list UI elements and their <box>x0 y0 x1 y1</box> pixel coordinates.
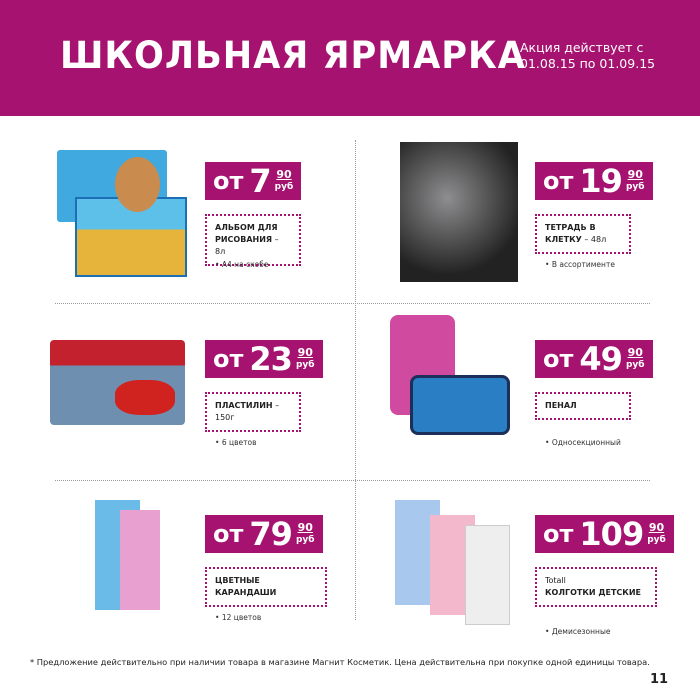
product-note-text: Односекционный <box>551 438 621 447</box>
price-prefix: от <box>213 167 244 195</box>
product-name: ЦВЕТНЫЕ КАРАНДАШИ <box>215 576 277 597</box>
product-name: ПЕНАЛ <box>545 401 577 410</box>
divider <box>355 140 356 620</box>
divider <box>55 480 650 481</box>
product-note: • Демисезонные <box>545 627 611 636</box>
price-kopecks: 90 <box>627 346 643 359</box>
product-note: • 12 цветов <box>215 613 262 622</box>
product-name: ТЕТРАДЬ В КЛЕТКУ <box>545 223 596 244</box>
price-kopecks: 90 <box>297 346 313 359</box>
product-name: КОЛГОТКИ ДЕТСКИЕ <box>545 588 641 597</box>
price-badge: от 7 90 руб <box>205 162 302 200</box>
page-number: 11 <box>650 672 669 687</box>
price-currency: руб <box>295 535 315 545</box>
price-kopecks: 90 <box>627 168 643 181</box>
price-currency: руб <box>625 360 645 370</box>
product-cell: от 7 90 руб АЛЬБОМ ДЛЯ РИСОВАНИЯ – 8л • А4 … <box>55 142 385 302</box>
product-size: – 8л <box>215 235 279 256</box>
price-kopecks: 90 <box>297 521 313 534</box>
promo-dates: Акция действует с 01.08.15 по 01.09.15 <box>520 40 655 72</box>
price-currency: руб <box>274 182 294 192</box>
price-prefix: от <box>213 345 244 373</box>
price-kopecks: 90 <box>276 168 292 181</box>
promo-line: Акция действует с <box>520 40 644 55</box>
page-title: ШКОЛЬНАЯ ЯРМАРКА <box>60 34 526 77</box>
product-note: • В ассортименте <box>545 260 615 269</box>
product-size: – 48л <box>581 235 607 244</box>
product-cell: от 19 90 руб ТЕТРАДЬ В КЛЕТКУ – 48л • В асс… <box>385 142 700 302</box>
product-note: • 6 цветов <box>215 438 257 447</box>
drawing-album-image <box>55 142 195 282</box>
price-rubles: 49 <box>579 340 623 378</box>
price-badge: от 109 90 руб <box>535 515 674 553</box>
product-note: • Односекционный <box>545 438 621 447</box>
product-label: ЦВЕТНЫЕ КАРАНДАШИ <box>205 567 327 607</box>
price-rubles: 23 <box>249 340 293 378</box>
price-rubles: 19 <box>579 162 623 200</box>
divider <box>55 303 650 304</box>
promo-dates-range: 01.08.15 по 01.09.15 <box>520 56 656 71</box>
product-cell: от 109 90 руб Totall КОЛГОТКИ ДЕТСКИЕ • Деми… <box>385 495 700 655</box>
product-name: ПЛАСТИЛИН <box>215 401 273 410</box>
product-brand: Totall <box>545 576 566 585</box>
price-currency: руб <box>647 535 666 545</box>
product-note: • А4 на скобе <box>215 260 269 269</box>
product-note-text: Демисезонные <box>551 627 611 636</box>
product-note-text: А4 на скобе <box>221 260 269 269</box>
price-prefix: от <box>543 345 574 373</box>
product-label: ПЕНАЛ <box>535 392 631 420</box>
price-kopecks: 90 <box>648 521 665 534</box>
product-cell: от 79 90 руб ЦВЕТНЫЕ КАРАНДАШИ • 12 цветов <box>55 495 385 655</box>
product-label: ПЛАСТИЛИН – 150г <box>205 392 301 432</box>
price-badge: от 49 90 руб <box>535 340 653 378</box>
colored-pencils-image <box>55 495 195 635</box>
plasticine-image <box>50 320 195 460</box>
price-currency: руб <box>295 360 315 370</box>
disclaimer: * Предложение действительно при наличии … <box>30 657 650 667</box>
notebook-image <box>385 142 525 282</box>
product-label: АЛЬБОМ ДЛЯ РИСОВАНИЯ – 8л <box>205 214 301 266</box>
product-note-text: В ассортименте <box>551 260 615 269</box>
product-label: ТЕТРАДЬ В КЛЕТКУ – 48л <box>535 214 631 254</box>
product-name: АЛЬБОМ ДЛЯ РИСОВАНИЯ <box>215 223 278 244</box>
price-badge: от 19 90 руб <box>535 162 653 200</box>
price-prefix: от <box>543 167 574 195</box>
product-note-text: 12 цветов <box>221 613 262 622</box>
price-currency: руб <box>625 182 645 192</box>
price-rubles: 79 <box>249 515 293 553</box>
price-rubles: 109 <box>579 515 644 553</box>
product-cell: от 49 90 руб ПЕНАЛ • Односекционный <box>385 315 700 480</box>
product-note-text: 6 цветов <box>221 438 257 447</box>
header-banner: ШКОЛЬНАЯ ЯРМАРКА Акция действует с 01.08… <box>0 0 700 116</box>
price-prefix: от <box>213 520 244 548</box>
price-badge: от 23 90 руб <box>205 340 323 378</box>
tights-image <box>385 495 525 635</box>
price-rubles: 7 <box>249 162 271 200</box>
price-prefix: от <box>543 520 574 548</box>
product-label: Totall КОЛГОТКИ ДЕТСКИЕ <box>535 567 657 607</box>
pencil-case-image <box>385 315 525 460</box>
product-cell: от 23 90 руб ПЛАСТИЛИН – 150г • 6 цветов <box>50 320 385 480</box>
product-size: – 150г <box>215 401 280 422</box>
price-badge: от 79 90 руб <box>205 515 323 553</box>
